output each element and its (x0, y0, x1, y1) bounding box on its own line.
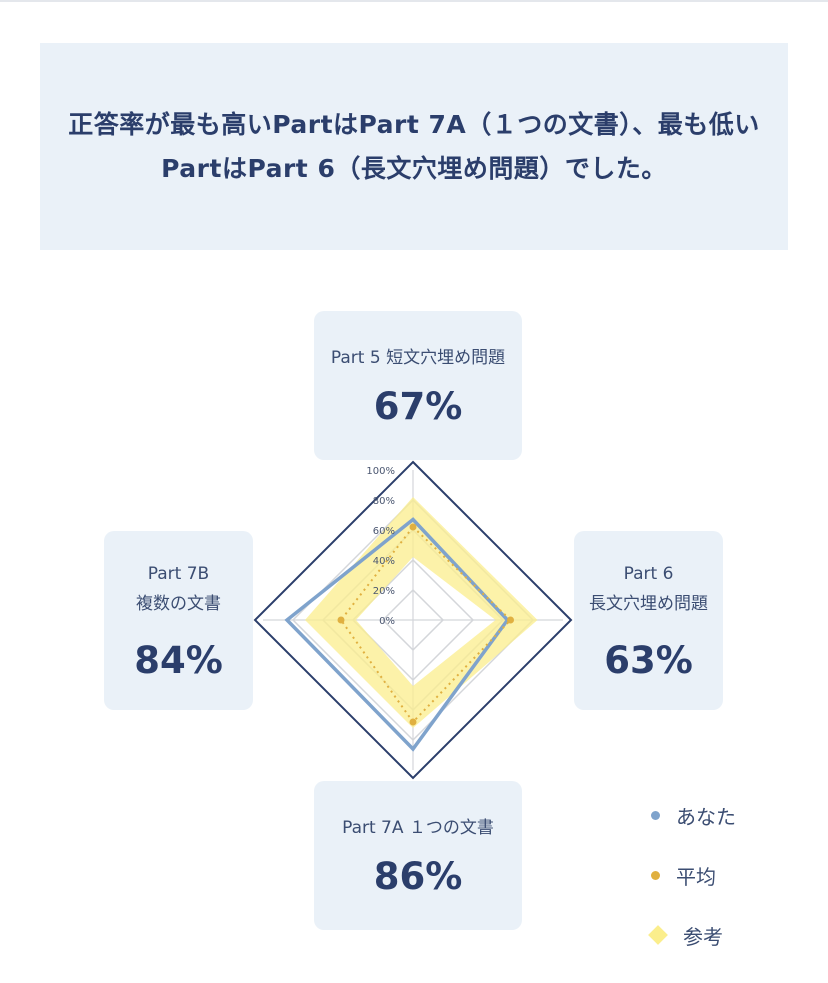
tick-label-20: 20% (373, 586, 395, 597)
outer-frame (253, 460, 573, 780)
grid-ring-80 (291, 498, 535, 742)
part5-label: Part 5 短文穴埋め問題 (330, 348, 506, 368)
part7b-value: 84% (134, 639, 223, 682)
legend-reference: 参考 (648, 920, 736, 950)
part7b-sublabel: 複数の文書 (136, 594, 221, 614)
part6-sublabel: 長文穴埋め問題 (589, 594, 708, 614)
legend-you: あなた (648, 800, 736, 830)
legend-reference-marker (648, 925, 668, 945)
grid-ring-20 (381, 588, 445, 652)
legend-average-label: 平均 (676, 864, 716, 889)
legend-reference-label: 参考 (683, 924, 723, 949)
legend-average-marker (651, 870, 660, 880)
series-average-line (339, 525, 512, 724)
legend-you-label: あなた (676, 804, 736, 829)
tick-label-60: 60% (373, 526, 395, 537)
legend-average: 平均 (648, 860, 736, 890)
summary-box: 正答率が最も高いPartはPart 7A（１つの文書）、最も低いPartはPar… (40, 43, 788, 250)
summary-text: 正答率が最も高いPartはPart 7A（１つの文書）、最も低いPartはPar… (68, 109, 760, 183)
part7b-label: Part 7B (147, 564, 210, 584)
part5-value: 67% (373, 385, 463, 428)
series-you-line (284, 517, 510, 752)
series-average-point-3 (337, 616, 345, 624)
legend-you-marker (651, 810, 660, 820)
part6-value: 63% (604, 639, 693, 682)
top-divider (0, 0, 828, 2)
tick-label-0: 0% (379, 616, 395, 627)
legend: あなた 平均 参考 (648, 800, 736, 980)
series-average-point-2 (409, 718, 417, 726)
part7a-value: 86% (373, 855, 463, 898)
part7a-card: Part 7A １つの文書 86% (314, 781, 522, 930)
series-average-point-0 (409, 523, 417, 531)
series-average-point-1 (507, 616, 514, 624)
grid-ring-60 (321, 528, 505, 712)
tick-label-100: 100% (366, 466, 395, 477)
tick-label-40: 40% (373, 556, 395, 567)
tick-label-80: 80% (373, 496, 395, 507)
part6-card: Part 6 長文穴埋め問題 63% (574, 531, 723, 710)
part7b-card: Part 7B 複数の文書 84% (104, 531, 253, 710)
reference-band (305, 497, 538, 728)
grid-ring-40 (351, 558, 475, 682)
part6-label: Part 6 (623, 564, 674, 584)
part7a-label: Part 7A １つの文書 (342, 818, 494, 838)
part5-card: Part 5 短文穴埋め問題 67% (314, 311, 522, 460)
